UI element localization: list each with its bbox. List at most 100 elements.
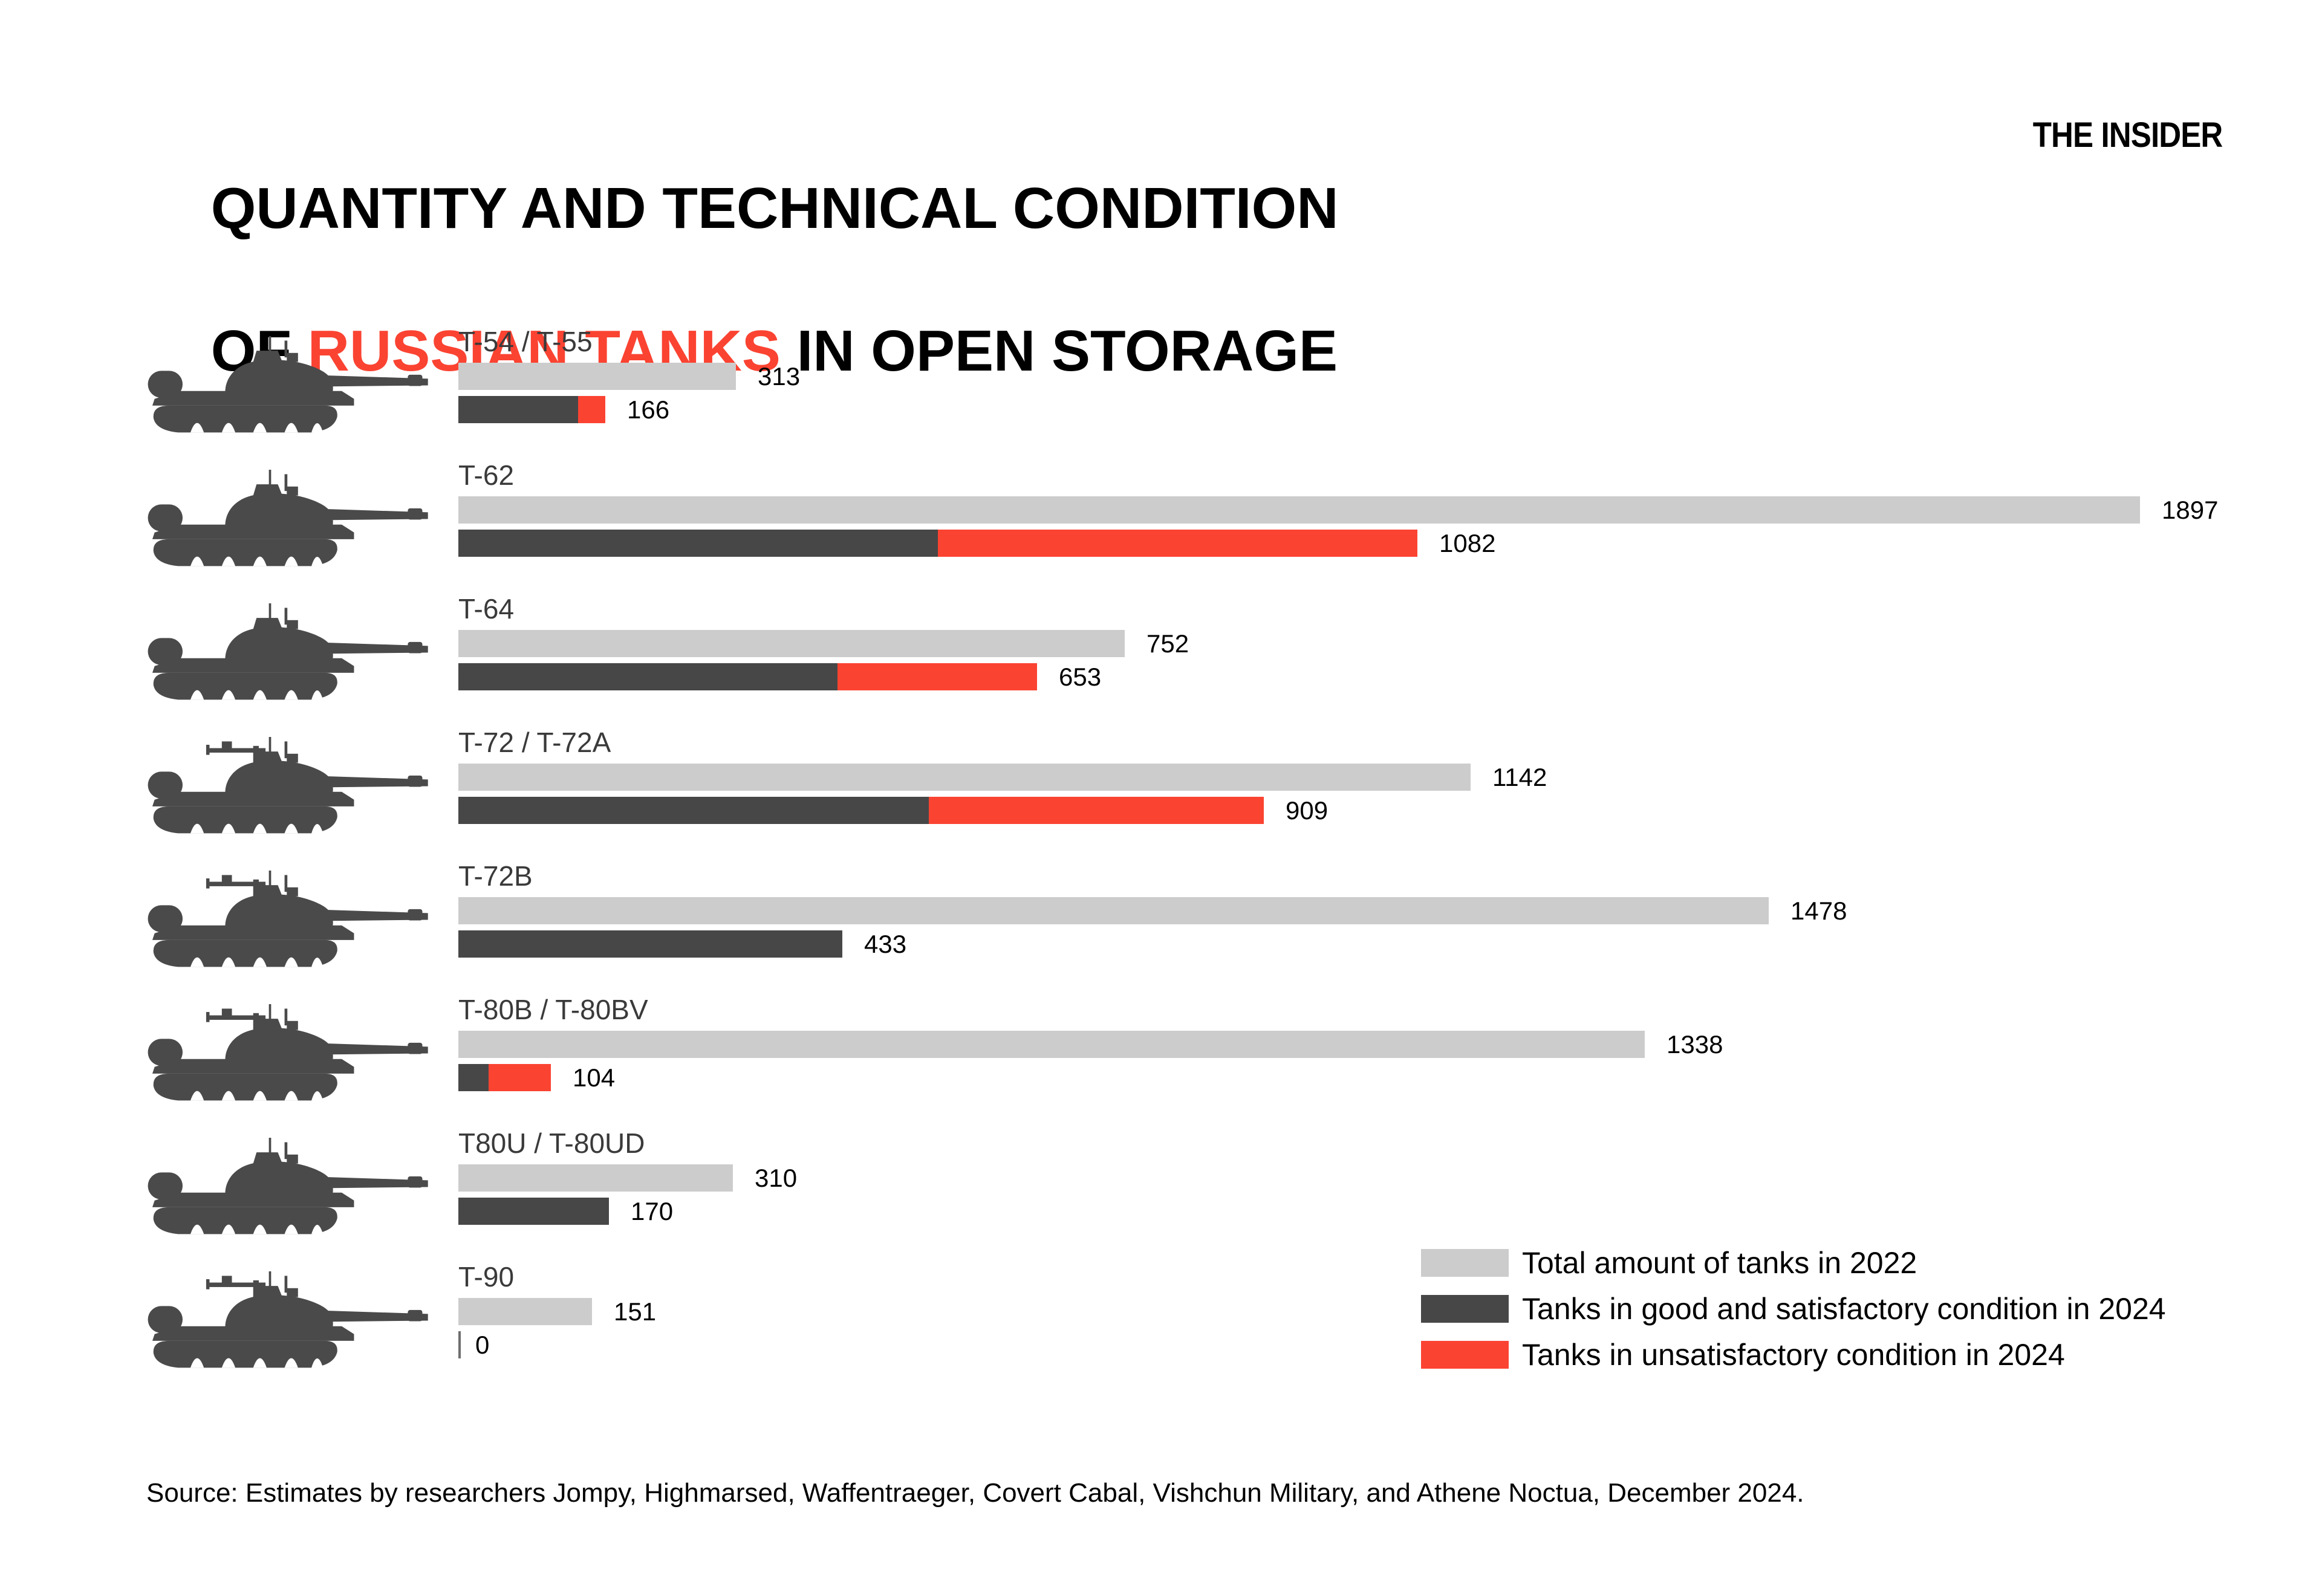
total-bar-segment [458,1298,592,1325]
legend-swatch-unsat [1421,1341,1509,1369]
total-bar-segment [458,764,1471,791]
total-value: 1338 [1667,1030,1723,1059]
condition-bar [458,1064,551,1091]
condition-value: 653 [1059,662,1102,691]
legend-item-good: Tanks in good and satisfactory condition… [1421,1292,2166,1326]
tank-silhouette-icon [148,1004,428,1101]
total-bar-segment [458,1164,733,1192]
tank-model-label: T-54 / T-55 [458,326,593,357]
good-condition-segment [458,1198,609,1225]
total-value: 310 [755,1163,798,1192]
source-note: Source: Estimates by researchers Jompy, … [146,1478,1804,1508]
tank-icon [140,336,438,443]
unsatisfactory-condition-segment [938,530,1417,557]
total-barline: 1338 [458,1030,1723,1059]
tank-silhouette-icon [148,1271,428,1368]
total-bar [458,496,2140,524]
legend-item-unsat: Tanks in unsatisfactory condition in 202… [1421,1338,2166,1372]
total-bar [458,363,736,390]
the-insider-logo: THE INSIDER [2032,115,2222,155]
unsatisfactory-condition-segment [837,663,1037,690]
good-condition-segment [458,930,842,958]
total-bar [458,897,1769,924]
condition-bar [458,396,605,423]
tank-row: T-72 / T-72A 1142 909 [0,727,2322,861]
good-condition-segment [458,1064,489,1091]
total-barline: 310 [458,1164,797,1192]
tank-icon [140,737,438,843]
chart-legend: Total amount of tanks in 2022 Tanks in g… [1421,1246,2166,1387]
tank-row: T-90 151 0 [0,1262,2322,1395]
total-bar [458,1031,1645,1058]
tank-silhouette-icon [148,1138,428,1234]
total-barline: 151 [458,1297,657,1326]
condition-bar [458,930,842,958]
condition-bar [458,797,1264,824]
unsatisfactory-condition-segment [929,797,1264,824]
total-bar-segment [458,630,1125,657]
condition-value: 170 [631,1196,674,1225]
legend-item-total: Total amount of tanks in 2022 [1421,1246,2166,1280]
tank-model-label: T-62 [458,459,515,491]
condition-value: 0 [475,1330,490,1359]
condition-barline: 0 [458,1330,490,1359]
tank-icon [140,603,438,710]
tank-icon [140,871,438,977]
tank-model-label: T-72 / T-72A [458,727,611,758]
legend-label-total: Total amount of tanks in 2022 [1522,1246,1917,1280]
total-barline: 313 [458,362,800,391]
total-barline: 1897 [458,496,2218,524]
condition-value: 104 [573,1063,616,1092]
condition-barline: 104 [458,1063,616,1092]
tank-model-label: T-72B [458,860,533,892]
tank-model-label: T-64 [458,593,515,624]
condition-bar [458,663,1037,690]
total-value: 1142 [1492,762,1547,791]
condition-barline: 1082 [458,529,1495,557]
condition-value: 166 [627,395,670,424]
legend-swatch-total [1421,1249,1509,1277]
legend-label-unsat: Tanks in unsatisfactory condition in 202… [1522,1338,2065,1372]
total-barline: 1142 [458,762,1547,791]
tank-row: T-62 1897 1082 [0,460,2322,594]
total-bar [458,764,1471,791]
unsatisfactory-condition-segment [578,396,605,423]
tank-row: T-72B 1478 433 [0,861,2322,994]
total-bar-segment [458,1031,1645,1058]
total-bar [458,630,1125,657]
good-condition-segment [458,797,929,824]
condition-value: 909 [1286,796,1328,825]
total-bar-segment [458,897,1769,924]
condition-barline: 166 [458,395,670,424]
tank-silhouette-icon [148,871,428,967]
tank-row: T80U / T-80UD 310 170 [0,1128,2322,1262]
condition-bar [458,1198,609,1225]
tank-row: T-64 752 653 [0,594,2322,727]
total-bar-segment [458,496,2140,524]
zero-tick [458,1331,461,1358]
condition-value: 433 [864,929,907,958]
tank-silhouette-icon [148,737,428,834]
total-value: 752 [1146,629,1189,658]
unsatisfactory-condition-segment [489,1064,551,1091]
title-line-1: QUANTITY AND TECHNICAL CONDITION [210,176,1339,241]
total-value: 151 [614,1297,657,1326]
tank-icon [140,1004,438,1111]
title-line-2-suffix: IN OPEN STORAGE [780,319,1338,383]
total-bar-segment [458,363,736,390]
total-barline: 752 [458,629,1189,658]
good-condition-segment [458,396,578,423]
total-bar [458,1164,733,1192]
tank-icon [140,1271,438,1378]
good-condition-segment [458,530,938,557]
tank-model-label: T80U / T-80UD [458,1127,645,1159]
tank-model-label: T-80B / T-80BV [458,994,648,1025]
total-barline: 1478 [458,897,1847,925]
tank-silhouette-icon [148,336,428,433]
good-condition-segment [458,663,837,690]
tank-silhouette-icon [148,470,428,566]
tank-silhouette-icon [148,603,428,700]
total-value: 1897 [2162,495,2219,524]
